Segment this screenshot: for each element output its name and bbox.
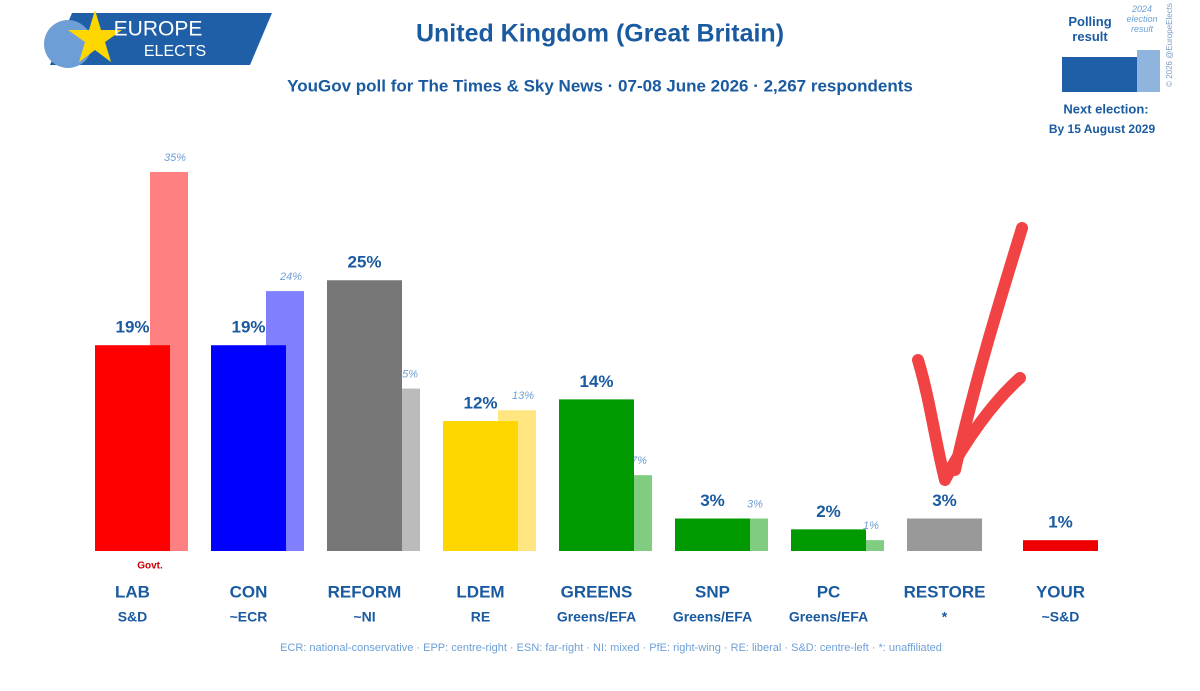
value-label: 3% <box>700 491 725 510</box>
value-label: 3% <box>932 491 957 510</box>
x-subcategory-label: ~NI <box>353 609 375 625</box>
value-label: 19% <box>115 318 149 337</box>
value-label: 12% <box>463 394 497 413</box>
value-label: 2% <box>816 502 841 521</box>
x-tick-label: YOUR <box>1036 582 1085 601</box>
x-subcategory-label: Greens/EFA <box>673 609 752 625</box>
arrow <box>912 222 1028 486</box>
footnote: ECR: national-conservative · EPP: centre… <box>280 642 942 654</box>
copyright: © 2026 @EuropeElects <box>1165 3 1174 87</box>
x-subcategory-label: ~ECR <box>230 609 268 625</box>
logo-star <box>68 10 122 62</box>
chart-subtitle: YouGov poll for The Times & Sky News · 0… <box>287 76 913 95</box>
x-subcategory-label: Greens/EFA <box>557 609 636 625</box>
value-label-previous: 3% <box>747 498 763 510</box>
bar <box>327 280 402 551</box>
bar <box>443 421 518 551</box>
x-tick-label: REFORM <box>328 582 402 601</box>
bar <box>675 518 750 551</box>
bar <box>907 518 982 551</box>
x-tick-label: LAB <box>115 582 150 601</box>
legend-swatch <box>1062 57 1137 92</box>
x-tick-label: GREENS <box>561 582 633 601</box>
bar <box>95 345 170 551</box>
value-label: 25% <box>347 253 381 272</box>
x-subcategory-label: Greens/EFA <box>789 609 868 625</box>
value-label: 14% <box>579 372 613 391</box>
chart-title: United Kingdom (Great Britain) <box>416 20 784 48</box>
legend-label: 2024 election result <box>1126 4 1158 34</box>
x-tick-label: LDEM <box>456 582 504 601</box>
x-tick-label: PC <box>817 582 841 601</box>
value-label-previous: 7% <box>631 455 647 467</box>
bar <box>791 529 866 551</box>
x-tick-label: RESTORE <box>904 582 986 601</box>
x-tick-label: SNP <box>695 582 730 601</box>
legend-label: Polling result <box>1068 14 1112 44</box>
logo-text: ELECTS <box>144 43 206 60</box>
annotation: Govt. <box>137 561 163 572</box>
bar <box>211 345 286 551</box>
value-label-previous: 13% <box>512 390 534 402</box>
next-election-date: By 15 August 2029 <box>1049 122 1156 136</box>
next-election-label: Next election: <box>1063 101 1148 116</box>
x-tick-label: CON <box>230 582 268 601</box>
x-subcategory-label: S&D <box>118 609 148 625</box>
x-subcategory-label: RE <box>471 609 490 625</box>
legend-swatch <box>1137 50 1160 92</box>
bar <box>1023 540 1098 551</box>
value-label-previous: 1% <box>863 520 879 532</box>
value-label: 1% <box>1048 513 1073 532</box>
logo-text: EUROPE <box>114 18 203 41</box>
x-subcategory-label: ~S&D <box>1042 609 1080 625</box>
value-label: 19% <box>231 318 265 337</box>
bar <box>559 399 634 551</box>
x-subcategory-label: * <box>942 609 948 625</box>
value-label-previous: 24% <box>279 271 302 283</box>
value-label-previous: 35% <box>164 152 186 164</box>
